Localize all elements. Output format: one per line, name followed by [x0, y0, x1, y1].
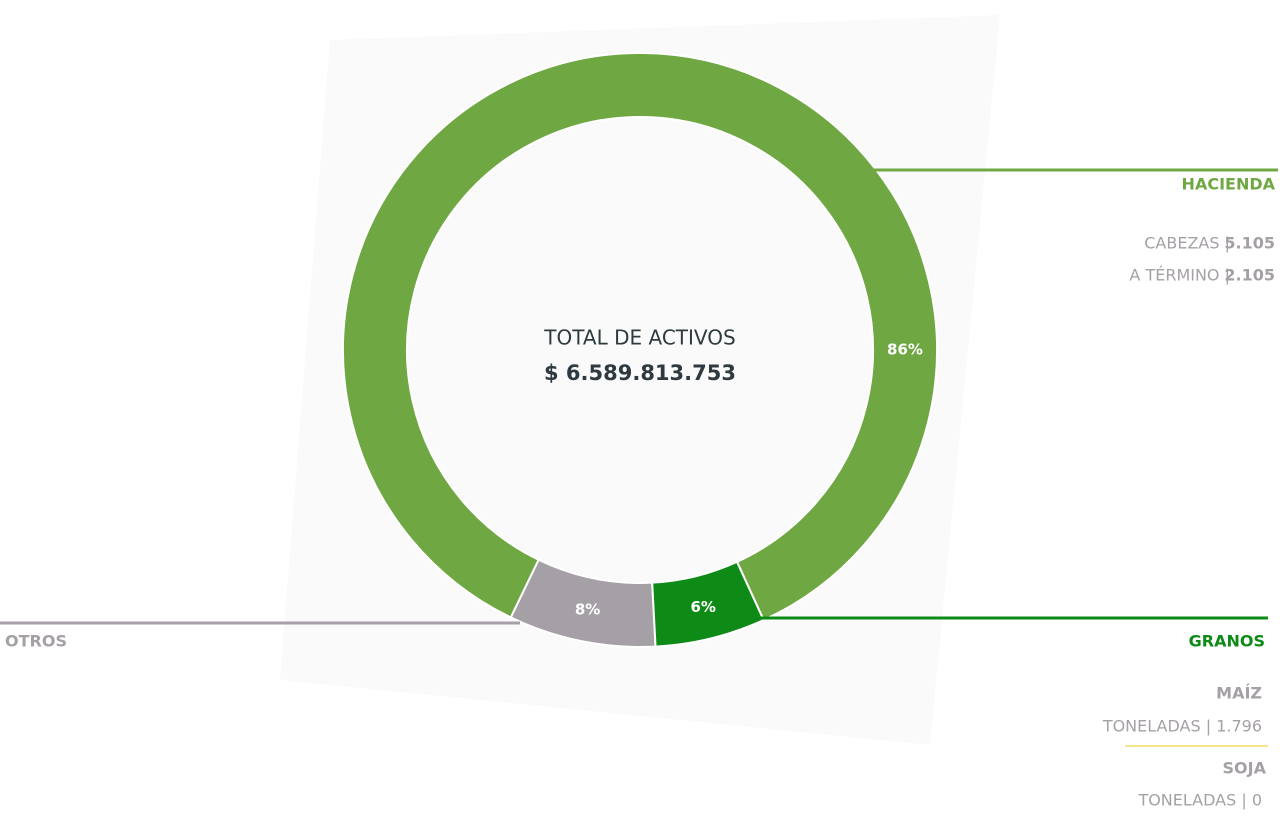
detail-value: 2.105 — [1224, 266, 1275, 285]
detail-text: TONELADAS | 0 — [1137, 791, 1262, 810]
center-value: $ 6.589.813.753 — [544, 361, 736, 385]
value-label: 86% — [887, 341, 923, 359]
detail-value: 5.105 — [1224, 234, 1275, 253]
slice — [651, 560, 765, 648]
detail-name: MAÍZ — [1216, 684, 1262, 703]
category-label: OTROS — [5, 632, 67, 651]
detail-label: CABEZAS | — [1144, 234, 1230, 253]
slice — [342, 52, 938, 622]
value-label: 8% — [575, 600, 600, 618]
detail-name: SOJA — [1223, 759, 1267, 778]
detail-label: A TÉRMINO | — [1129, 266, 1230, 285]
value-label: 6% — [690, 598, 715, 616]
center-label: TOTAL DE ACTIVOS — [543, 326, 735, 350]
category-label: HACIENDA — [1182, 175, 1276, 194]
detail-text: TONELADAS | 1.796 — [1102, 717, 1262, 736]
donut — [342, 52, 938, 648]
category-label: GRANOS — [1189, 632, 1265, 651]
